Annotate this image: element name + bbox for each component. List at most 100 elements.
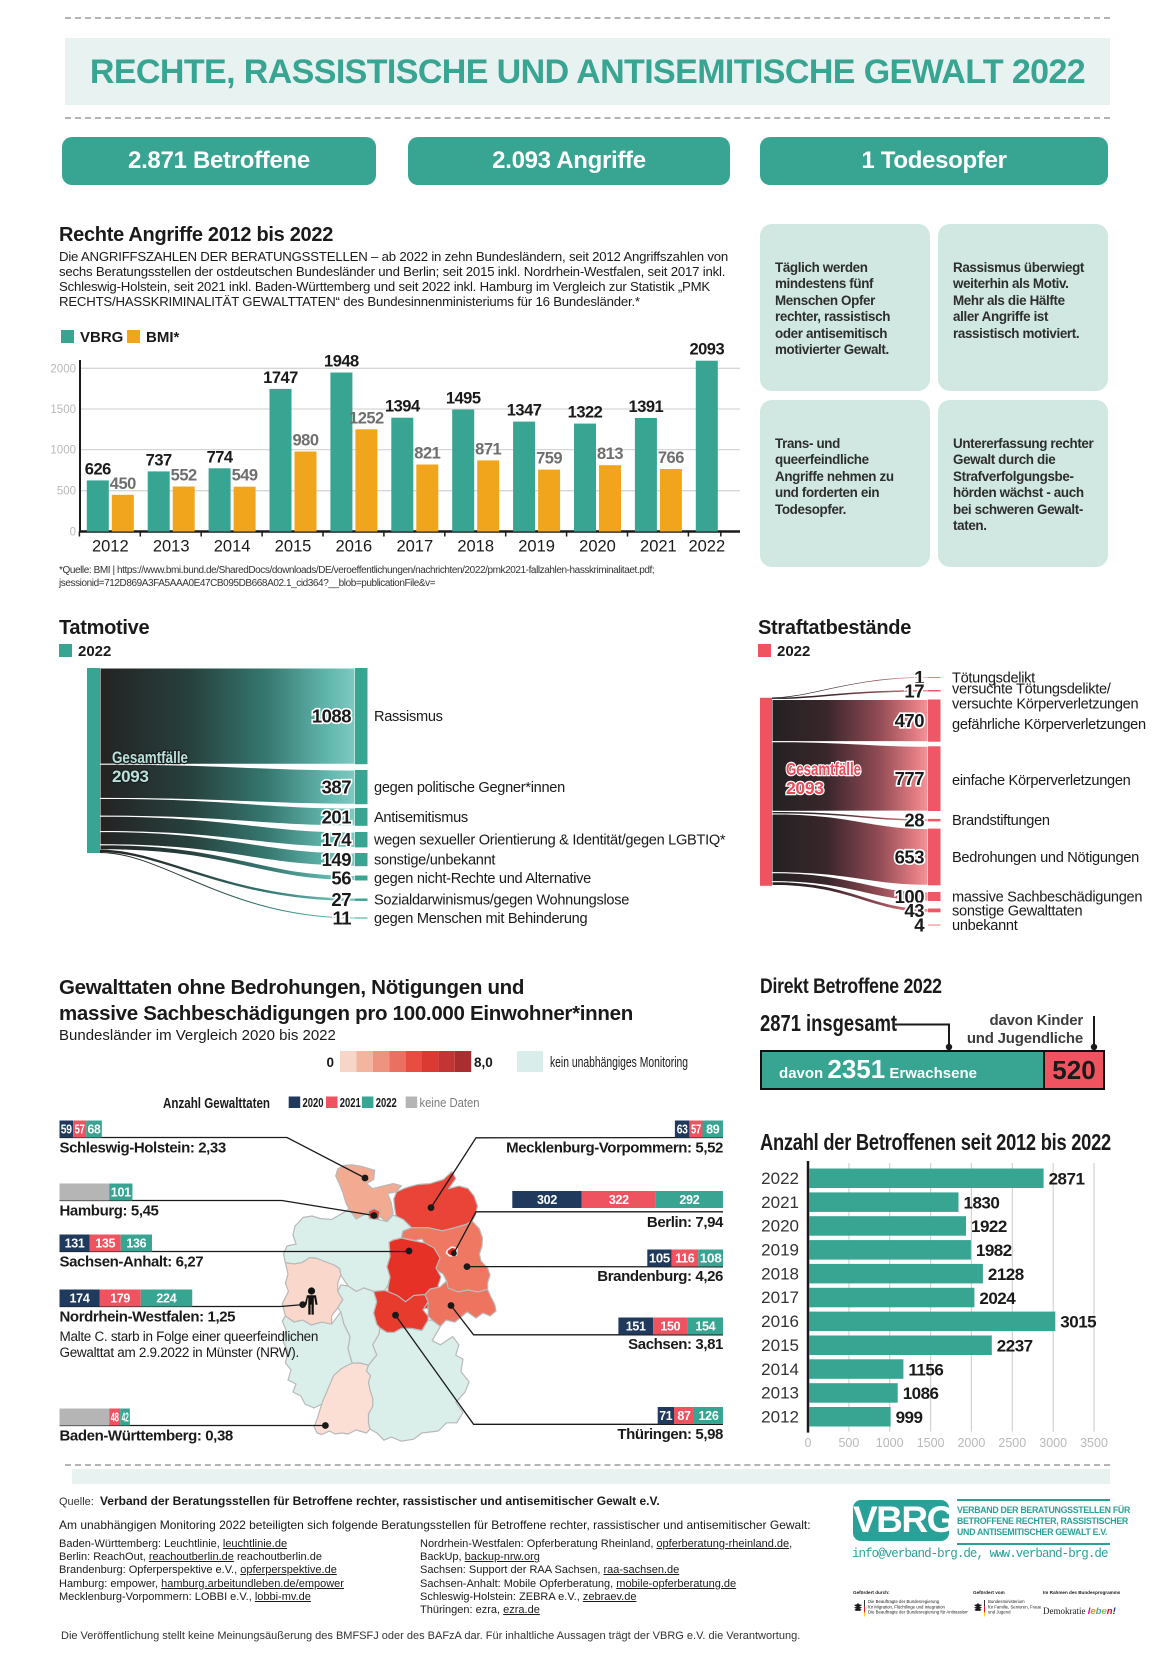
svg-text:302: 302 [537, 1193, 557, 1207]
svg-text:59: 59 [61, 1123, 72, 1137]
svg-text:Sozialdarwinismus/gegen Wohnun: Sozialdarwinismus/gegen Wohnungslose [374, 893, 629, 909]
svg-text:2015: 2015 [761, 1336, 799, 1355]
svg-text:116: 116 [675, 1252, 695, 1266]
svg-text:2128: 2128 [988, 1265, 1024, 1284]
svg-text:gefährliche Körperverletzungen: gefährliche Körperverletzungen [952, 717, 1146, 733]
svg-text:43: 43 [904, 900, 924, 921]
svg-text:68: 68 [88, 1123, 101, 1137]
svg-text:2014: 2014 [214, 538, 251, 556]
svg-text:63: 63 [677, 1123, 688, 1137]
svg-text:1747: 1747 [263, 369, 298, 387]
svg-text:1391: 1391 [629, 398, 664, 416]
svg-text:1495: 1495 [446, 390, 481, 408]
svg-text:versuchte Tötungsdelikte/: versuchte Tötungsdelikte/ [952, 682, 1112, 698]
svg-text:1500: 1500 [917, 1436, 945, 1450]
svg-text:Gewalttat am 2.9.2022 in Münst: Gewalttat am 2.9.2022 in Münster (NRW). [60, 1345, 299, 1360]
svg-text:2018: 2018 [457, 538, 494, 556]
svg-text:2012: 2012 [92, 538, 129, 556]
svg-text:gegen politische Gegner*innen: gegen politische Gegner*innen [374, 780, 565, 796]
svg-text:Antisemitismus: Antisemitismus [374, 810, 468, 826]
svg-text:Schleswig-Holstein: 2,33: Schleswig-Holstein: 2,33 [60, 1140, 226, 1157]
svg-text:135: 135 [95, 1237, 115, 1251]
svg-text:56: 56 [331, 868, 351, 889]
svg-text:2000: 2000 [957, 1436, 985, 1450]
svg-text:8,0: 8,0 [474, 1055, 493, 1070]
svg-text:massive Sachbeschädigungen: massive Sachbeschädigungen [952, 890, 1142, 906]
svg-text:sonstige Gewalttaten: sonstige Gewalttaten [952, 904, 1082, 920]
svg-text:1: 1 [914, 667, 924, 688]
svg-text:2012: 2012 [761, 1408, 799, 1427]
svg-text:Bundesministerium: Bundesministerium [988, 1599, 1025, 1604]
svg-text:1252: 1252 [349, 409, 384, 427]
svg-text:2015: 2015 [275, 538, 312, 556]
svg-text:Die Beauftragte der Bundesregi: Die Beauftragte der Bundesregierung [868, 1599, 940, 1604]
svg-text:1500: 1500 [50, 404, 76, 416]
svg-text:1156: 1156 [908, 1360, 943, 1379]
svg-text:und Jugend: und Jugend [988, 1610, 1011, 1615]
svg-text:2000: 2000 [50, 363, 76, 375]
svg-text:101: 101 [111, 1186, 131, 1200]
svg-text:Gesamtfälle: Gesamtfälle [786, 759, 861, 779]
svg-text:57: 57 [75, 1123, 85, 1137]
svg-text:2019: 2019 [518, 538, 555, 556]
svg-text:100: 100 [895, 886, 925, 907]
svg-text:322: 322 [609, 1193, 629, 1207]
svg-text:759: 759 [536, 450, 562, 468]
svg-text:2093: 2093 [786, 778, 824, 798]
svg-text:1948: 1948 [324, 353, 359, 371]
svg-text:4: 4 [914, 915, 925, 936]
svg-text:2022: 2022 [688, 538, 725, 556]
svg-text:552: 552 [171, 467, 197, 485]
svg-text:2024: 2024 [979, 1289, 1016, 1308]
svg-text:201: 201 [322, 806, 352, 827]
svg-text:131: 131 [65, 1237, 85, 1251]
svg-text:174: 174 [322, 829, 353, 850]
svg-text:3015: 3015 [1060, 1313, 1096, 1332]
svg-text:Rassismus: Rassismus [374, 709, 443, 725]
svg-text:42: 42 [122, 1411, 129, 1425]
svg-text:Baden-Württemberg: 0,38: Baden-Württemberg: 0,38 [60, 1428, 233, 1445]
svg-text:Sachsen: 3,81: Sachsen: 3,81 [628, 1336, 723, 1353]
svg-text:einfache Körperverletzungen: einfache Körperverletzungen [952, 773, 1131, 789]
svg-text:89: 89 [706, 1123, 720, 1137]
svg-text:3000: 3000 [1039, 1436, 1067, 1450]
svg-text:1982: 1982 [976, 1241, 1012, 1260]
svg-text:766: 766 [658, 449, 684, 467]
svg-text:17: 17 [904, 681, 924, 702]
svg-text:149: 149 [322, 849, 352, 870]
svg-text:2020: 2020 [579, 538, 616, 556]
svg-text:500: 500 [838, 1436, 859, 1450]
svg-text:2020: 2020 [761, 1217, 799, 1236]
svg-text:2018: 2018 [761, 1264, 799, 1283]
svg-text:versuchte Körperverletzungen: versuchte Körperverletzungen [952, 697, 1138, 713]
svg-text:71: 71 [659, 1409, 672, 1423]
svg-text:Malte C. starb in Folge einer: Malte C. starb in Folge einer queerfeind… [60, 1329, 319, 1344]
svg-text:unbekannt: unbekannt [952, 918, 1018, 934]
svg-text:774: 774 [207, 448, 234, 466]
svg-text:Tötungsdelikt: Tötungsdelikt [952, 671, 1035, 687]
svg-text:2237: 2237 [997, 1337, 1033, 1356]
svg-text:1394: 1394 [385, 398, 421, 416]
svg-text:wegen sexueller Orientierung &: wegen sexueller Orientierung & Identität… [373, 833, 726, 849]
svg-text:450: 450 [110, 475, 136, 493]
svg-text:108: 108 [700, 1252, 722, 1266]
svg-text:2020: 2020 [303, 1095, 324, 1110]
svg-text:653: 653 [895, 847, 925, 868]
svg-text:für Familie, Senioren, Frauen: für Familie, Senioren, Frauen [988, 1604, 1041, 1609]
svg-text:2019: 2019 [761, 1241, 799, 1260]
svg-text:777: 777 [895, 768, 925, 789]
svg-text:2017: 2017 [396, 538, 433, 556]
svg-text:für Migration, Flüchtlinge und: für Migration, Flüchtlinge und Integrati… [868, 1604, 946, 1609]
svg-text:28: 28 [904, 810, 924, 831]
svg-text:1000: 1000 [876, 1436, 904, 1450]
svg-text:387: 387 [322, 777, 352, 798]
svg-text:813: 813 [597, 445, 623, 463]
svg-text:2021: 2021 [640, 538, 677, 556]
svg-text:2014: 2014 [761, 1360, 799, 1379]
svg-text:2500: 2500 [998, 1436, 1026, 1450]
svg-text:Brandenburg: 4,26: Brandenburg: 4,26 [597, 1268, 723, 1285]
svg-text:136: 136 [126, 1237, 146, 1251]
svg-text:2021: 2021 [761, 1193, 799, 1212]
svg-text:kein unabhängiges Monitoring: kein unabhängiges Monitoring [550, 1054, 688, 1071]
svg-text:2016: 2016 [761, 1312, 799, 1331]
